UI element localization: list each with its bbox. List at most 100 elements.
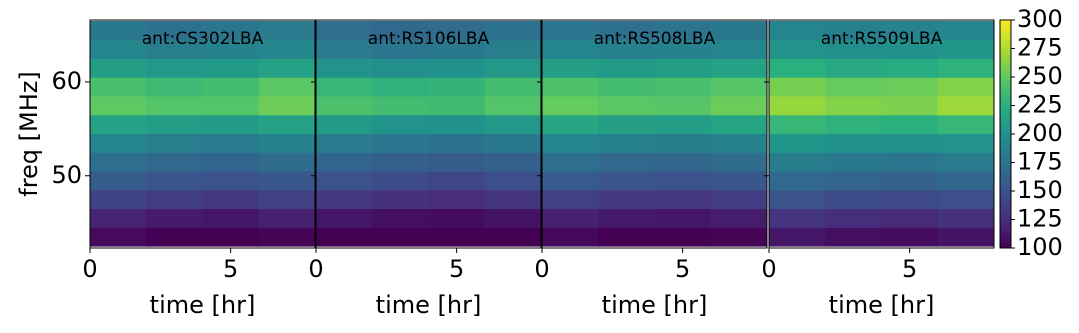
- colorbar-step: [1000, 20, 1011, 23]
- colorbar-step: [1000, 40, 1011, 44]
- heatmap-cell: [769, 208, 826, 228]
- colorbar-step: [1000, 58, 1011, 62]
- heatmap-cell: [710, 227, 768, 247]
- heatmap-cell: [316, 171, 373, 191]
- heatmap-cell: [881, 77, 939, 97]
- x-tick-label: 5: [675, 255, 690, 283]
- heatmap-cell: [710, 77, 768, 97]
- heatmap-cell: [542, 133, 599, 153]
- colorbar-step: [1000, 213, 1011, 217]
- colorbar-step: [1000, 184, 1011, 187]
- heatmap-cell: [372, 152, 429, 172]
- colorbar-step: [1000, 165, 1011, 169]
- x-tick-label: 0: [534, 255, 549, 283]
- heatmap-cell: [825, 58, 882, 78]
- heatmap-cell: [258, 152, 316, 172]
- colorbar-step: [1000, 154, 1011, 158]
- x-tick-label: 0: [308, 255, 323, 283]
- colorbar-step: [1000, 77, 1011, 80]
- heatmap-cell: [542, 20, 599, 41]
- heatmap-cell: [769, 77, 826, 97]
- heatmap-cell: [146, 208, 203, 228]
- x-tick-label: 0: [82, 255, 97, 283]
- heatmaps: [90, 20, 995, 247]
- heatmap-cell: [542, 39, 599, 59]
- y-tick-label: 50: [51, 161, 82, 189]
- heatmap-cell: [484, 96, 542, 116]
- heatmap-cell: [710, 96, 768, 116]
- colorbar-step: [1000, 83, 1011, 87]
- x-axis-label: time [hr]: [602, 291, 708, 319]
- colorbar-tick-label: 175: [1017, 148, 1063, 176]
- heatmap-cell: [90, 77, 147, 97]
- x-axis-label: time [hr]: [829, 291, 935, 319]
- heatmap-cell: [90, 96, 147, 116]
- heatmap-cell: [825, 133, 882, 153]
- heatmap-cell: [146, 58, 203, 78]
- colorbar-step: [1000, 232, 1011, 235]
- heatmap-cell: [202, 208, 260, 228]
- heatmap-cell: [258, 227, 316, 247]
- heatmap-cell: [710, 39, 768, 59]
- heatmap-cell: [654, 189, 712, 210]
- heatmap-cell: [90, 133, 147, 153]
- heatmap-cell: [146, 227, 203, 247]
- colorbar-step: [1000, 227, 1011, 231]
- heatmap-cell: [146, 171, 203, 191]
- heatmap-cell: [710, 208, 768, 228]
- heatmap-cell: [428, 152, 486, 172]
- colorbar-step: [1000, 22, 1011, 26]
- colorbar-step: [1000, 81, 1011, 85]
- x-tick-label: 5: [449, 255, 464, 283]
- heatmap-cell: [825, 208, 882, 228]
- heatmap-cell: [937, 20, 995, 41]
- heatmap-cell: [710, 171, 768, 191]
- plot-frame: [315, 19, 542, 249]
- x-tick-label: 5: [902, 255, 917, 283]
- heatmap-cell: [428, 58, 486, 78]
- colorbar-step: [1000, 90, 1011, 94]
- colorbar-step: [1000, 243, 1011, 247]
- x-axis-label: time [hr]: [376, 291, 482, 319]
- colorbar-step: [1000, 136, 1011, 140]
- heatmap-cell: [654, 114, 712, 135]
- heatmap-cell: [937, 58, 995, 78]
- heatmap-cell: [710, 189, 768, 210]
- heatmap-cell: [90, 208, 147, 228]
- colorbar-step: [1000, 191, 1011, 194]
- colorbar-step: [1000, 181, 1011, 185]
- heatmap-cell: [372, 20, 429, 41]
- heatmap-cell: [598, 96, 655, 116]
- heatmap-cell: [484, 171, 542, 191]
- heatmap-cell: [598, 39, 655, 59]
- heatmap-cell: [598, 114, 655, 135]
- colorbar-step: [1000, 140, 1011, 144]
- x-tick-label: 5: [223, 255, 238, 283]
- heatmap-cell: [90, 39, 147, 59]
- colorbar-step: [1000, 42, 1011, 46]
- heatmap-cell: [258, 171, 316, 191]
- heatmap-cell: [654, 96, 712, 116]
- colorbar-step: [1000, 229, 1011, 233]
- colorbar-step: [1000, 234, 1011, 238]
- plot-frame: [768, 19, 995, 249]
- heatmap-cell: [542, 227, 599, 247]
- heatmap-cell: [202, 152, 260, 172]
- heatmap-cell: [146, 114, 203, 135]
- heatmap-cell: [90, 227, 147, 247]
- heatmap-cell: [881, 227, 939, 247]
- heatmap-cell: [202, 189, 260, 210]
- heatmap-cell: [769, 152, 826, 172]
- colorbar-step: [1000, 168, 1011, 171]
- colorbar-step: [1000, 177, 1011, 181]
- heatmap-cell: [598, 20, 655, 41]
- heatmap-cell: [881, 152, 939, 172]
- heatmap-cell: [484, 227, 542, 247]
- colorbar-step: [1000, 134, 1011, 137]
- colorbar-step: [1000, 72, 1011, 76]
- heatmap-cell: [710, 133, 768, 153]
- panel-title: ant:RS509LBA: [821, 29, 943, 49]
- colorbar-step: [1000, 129, 1011, 133]
- heatmap-cell: [542, 152, 599, 172]
- x-axis-label: time [hr]: [150, 291, 256, 319]
